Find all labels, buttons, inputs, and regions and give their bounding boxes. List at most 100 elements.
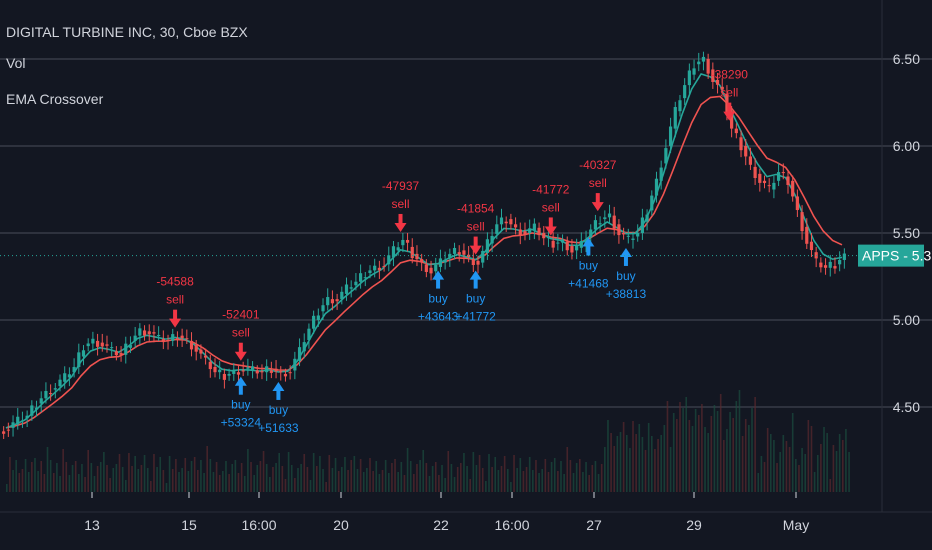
candle-body <box>354 281 358 286</box>
volume-bar <box>156 467 158 492</box>
candle-body <box>424 264 428 272</box>
time-axis[interactable]: 13 15 16:00 20 22 16:00 27 29 May <box>0 492 932 533</box>
volume-bar <box>807 420 810 492</box>
ema-crossover-legend[interactable]: EMA Crossover <box>6 91 104 107</box>
volume-bar <box>600 464 603 492</box>
candle-body <box>110 347 114 349</box>
candle-body <box>711 69 715 82</box>
price-tick-label: 5.00 <box>893 312 920 328</box>
candle-body <box>791 180 795 197</box>
candlestick-series <box>2 51 846 440</box>
sell-arrow-head <box>234 351 247 361</box>
volume-bar <box>791 413 794 492</box>
volume-bar <box>212 472 215 492</box>
volume-bar <box>738 390 741 492</box>
volume-bar <box>381 470 384 492</box>
candle-body <box>194 345 198 352</box>
candle-body <box>152 332 156 334</box>
volume-bar <box>297 468 299 492</box>
volume-bar <box>34 458 36 492</box>
candle-body <box>452 247 457 254</box>
volume-bar <box>222 471 224 492</box>
volume-bar <box>528 457 531 492</box>
volume-bar <box>275 463 277 492</box>
buy-label: buy <box>428 292 447 306</box>
volume-bar <box>337 471 340 492</box>
price-tick-label: 6.00 <box>893 138 920 154</box>
buy-value: +53324 <box>221 416 262 430</box>
buy-arrow-shaft <box>238 384 243 395</box>
volume-bar <box>820 444 822 492</box>
candle-body <box>312 315 316 329</box>
volume-bar <box>644 450 647 492</box>
candle-body <box>95 340 100 347</box>
volume-bar <box>87 450 90 492</box>
volume-bar <box>532 470 534 492</box>
volume-bar <box>456 467 459 492</box>
volume-bar <box>654 449 656 492</box>
volume-bar <box>181 468 183 492</box>
volume-bar <box>672 413 675 492</box>
volume-bar <box>732 418 735 492</box>
candle-body <box>560 239 565 243</box>
volume-bar <box>168 456 171 492</box>
volume-bar <box>463 453 465 492</box>
volume-indicator-legend[interactable]: Vol <box>6 55 26 71</box>
last-price-tag: APPS - 5.37 <box>0 244 932 267</box>
candle-body <box>279 371 283 373</box>
volume-bar <box>826 433 828 492</box>
candle-body <box>697 61 701 65</box>
candle-body <box>222 373 226 380</box>
sell-label: sell <box>166 293 184 307</box>
candle-body <box>138 328 142 336</box>
volume-bar <box>328 455 331 492</box>
candle-body <box>809 241 814 251</box>
candle-body <box>589 229 593 238</box>
volume-bar <box>78 474 80 492</box>
trade-signals: sell -54588 buy +53324 sell -52401 buy +51633 se… <box>156 68 748 435</box>
volume-bar <box>729 412 731 492</box>
volume-bar <box>366 468 368 492</box>
candle-body <box>368 270 372 274</box>
price-axis[interactable]: 4.50 5.00 5.50 6.00 6.50 <box>881 0 920 512</box>
volume-bar <box>785 441 788 492</box>
volume-bar <box>575 463 578 492</box>
candle-body <box>546 236 551 239</box>
candle-body <box>72 366 76 373</box>
candle-body <box>213 366 217 373</box>
volume-bar <box>237 473 240 492</box>
sell-arrow-shaft <box>548 217 553 228</box>
candle-body <box>838 259 842 265</box>
candle-body <box>171 334 175 341</box>
volume-bar <box>234 460 237 492</box>
volume-bar <box>319 456 321 492</box>
candle-body <box>67 374 72 378</box>
volume-bar <box>218 475 221 492</box>
volume-bar <box>37 471 39 492</box>
volume-bars <box>6 390 850 492</box>
candle-body <box>199 349 203 354</box>
candle-body <box>260 371 264 373</box>
candle-body <box>603 217 607 220</box>
volume-bar <box>31 462 33 492</box>
candle-body <box>105 344 109 346</box>
volume-bar <box>823 427 825 492</box>
candle-body <box>720 86 724 90</box>
buy-value: +38813 <box>606 287 647 301</box>
volume-bar <box>409 461 412 492</box>
candle-body <box>387 255 391 265</box>
volume-bar <box>387 473 390 492</box>
volume-bar <box>384 460 387 492</box>
buy-label: buy <box>231 398 250 412</box>
candle-body <box>607 213 612 218</box>
candle-body <box>556 242 560 244</box>
candle-body <box>232 370 236 374</box>
candle-body <box>283 373 288 377</box>
volume-bar <box>491 467 493 492</box>
volume-bar <box>359 459 362 492</box>
volume-bar <box>200 460 202 492</box>
candle-body <box>293 358 297 371</box>
buy-arrow-shaft <box>586 245 591 256</box>
volume-bar <box>591 465 594 492</box>
